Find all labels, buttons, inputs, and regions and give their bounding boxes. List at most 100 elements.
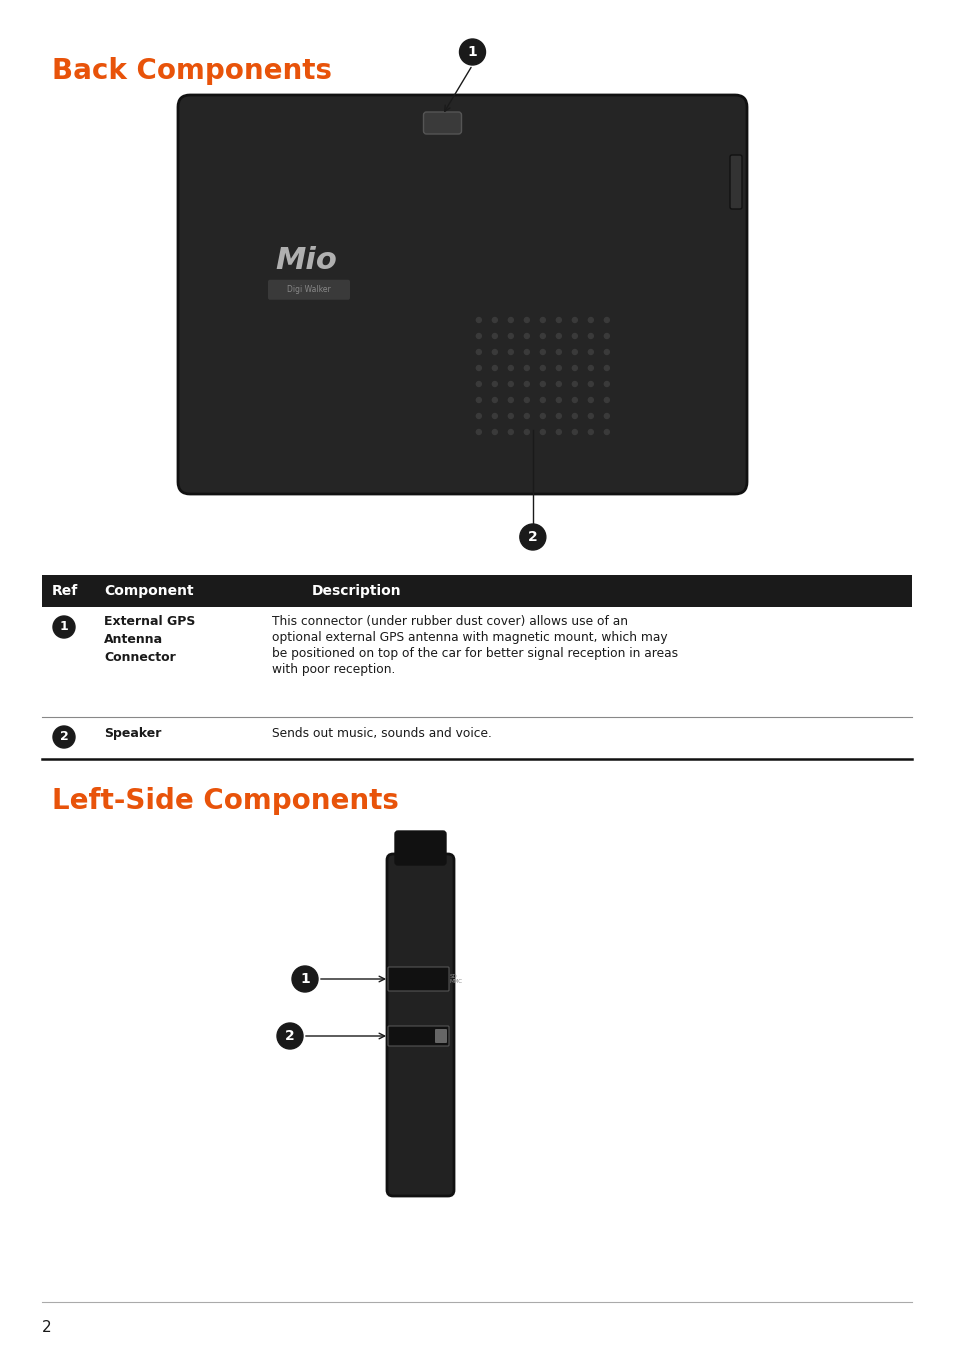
Circle shape: [476, 414, 481, 419]
Circle shape: [524, 414, 529, 419]
Circle shape: [588, 334, 593, 338]
Text: optional external GPS antenna with magnetic mount, which may: optional external GPS antenna with magne…: [272, 631, 667, 644]
Circle shape: [572, 318, 577, 323]
Circle shape: [539, 365, 545, 370]
Circle shape: [476, 350, 481, 354]
FancyBboxPatch shape: [388, 967, 449, 991]
Circle shape: [508, 334, 513, 338]
Text: Speaker: Speaker: [104, 727, 161, 740]
Circle shape: [539, 397, 545, 403]
FancyBboxPatch shape: [268, 280, 350, 300]
Circle shape: [539, 381, 545, 387]
Text: with poor reception.: with poor reception.: [272, 662, 395, 676]
FancyBboxPatch shape: [423, 112, 461, 134]
Text: External GPS: External GPS: [104, 615, 195, 627]
Circle shape: [572, 414, 577, 419]
Circle shape: [492, 430, 497, 434]
Circle shape: [588, 365, 593, 370]
Circle shape: [519, 525, 545, 550]
Text: be positioned on top of the car for better signal reception in areas: be positioned on top of the car for bett…: [272, 648, 678, 660]
Bar: [42, 575, 911, 607]
Circle shape: [603, 414, 609, 419]
Circle shape: [492, 397, 497, 403]
Text: 2: 2: [527, 530, 537, 544]
Circle shape: [588, 430, 593, 434]
Text: 2: 2: [42, 1320, 51, 1334]
Circle shape: [492, 381, 497, 387]
Circle shape: [588, 318, 593, 323]
Circle shape: [492, 318, 497, 323]
Circle shape: [524, 350, 529, 354]
Text: This connector (under rubber dust cover) allows use of an: This connector (under rubber dust cover)…: [272, 615, 627, 627]
Text: Antenna: Antenna: [104, 633, 163, 646]
Circle shape: [539, 318, 545, 323]
Text: Sends out music, sounds and voice.: Sends out music, sounds and voice.: [272, 727, 492, 740]
Circle shape: [556, 414, 560, 419]
Text: Mio: Mio: [274, 246, 336, 276]
Circle shape: [603, 318, 609, 323]
Circle shape: [476, 318, 481, 323]
Circle shape: [539, 350, 545, 354]
Circle shape: [492, 414, 497, 419]
Circle shape: [492, 365, 497, 370]
FancyBboxPatch shape: [435, 1029, 447, 1042]
Circle shape: [524, 381, 529, 387]
Circle shape: [492, 334, 497, 338]
Text: 2: 2: [285, 1029, 294, 1042]
Circle shape: [539, 414, 545, 419]
Circle shape: [508, 430, 513, 434]
Circle shape: [556, 430, 560, 434]
Text: 1: 1: [300, 972, 310, 986]
Circle shape: [508, 414, 513, 419]
FancyBboxPatch shape: [387, 854, 454, 1197]
Text: Left-Side Components: Left-Side Components: [52, 787, 398, 815]
FancyBboxPatch shape: [178, 95, 746, 493]
Text: Description: Description: [312, 584, 401, 598]
FancyBboxPatch shape: [388, 1026, 449, 1046]
Text: Digi Walker: Digi Walker: [287, 285, 331, 295]
Circle shape: [524, 430, 529, 434]
Circle shape: [556, 350, 560, 354]
Circle shape: [476, 365, 481, 370]
Circle shape: [572, 365, 577, 370]
Circle shape: [588, 414, 593, 419]
Circle shape: [292, 965, 317, 992]
Text: Ref: Ref: [52, 584, 78, 598]
Circle shape: [508, 318, 513, 323]
Circle shape: [556, 381, 560, 387]
Circle shape: [524, 397, 529, 403]
Circle shape: [588, 350, 593, 354]
Circle shape: [556, 397, 560, 403]
Circle shape: [556, 365, 560, 370]
Text: Back Components: Back Components: [52, 57, 332, 85]
Circle shape: [508, 381, 513, 387]
Circle shape: [603, 430, 609, 434]
Text: Component: Component: [104, 584, 193, 598]
Circle shape: [588, 397, 593, 403]
Circle shape: [588, 381, 593, 387]
Text: 1: 1: [59, 621, 69, 634]
Text: 2: 2: [59, 730, 69, 744]
Circle shape: [53, 617, 75, 638]
Text: 1: 1: [467, 45, 476, 59]
Circle shape: [572, 334, 577, 338]
Circle shape: [539, 430, 545, 434]
Circle shape: [603, 397, 609, 403]
Circle shape: [603, 350, 609, 354]
Circle shape: [53, 726, 75, 748]
Circle shape: [603, 381, 609, 387]
Circle shape: [492, 350, 497, 354]
Circle shape: [476, 381, 481, 387]
Circle shape: [524, 334, 529, 338]
Circle shape: [572, 430, 577, 434]
Circle shape: [459, 39, 485, 65]
Circle shape: [572, 350, 577, 354]
Circle shape: [524, 365, 529, 370]
Circle shape: [603, 365, 609, 370]
Text: Connector: Connector: [104, 652, 175, 664]
Circle shape: [603, 334, 609, 338]
Circle shape: [572, 397, 577, 403]
FancyBboxPatch shape: [395, 831, 446, 865]
Circle shape: [276, 1023, 303, 1049]
Circle shape: [572, 381, 577, 387]
